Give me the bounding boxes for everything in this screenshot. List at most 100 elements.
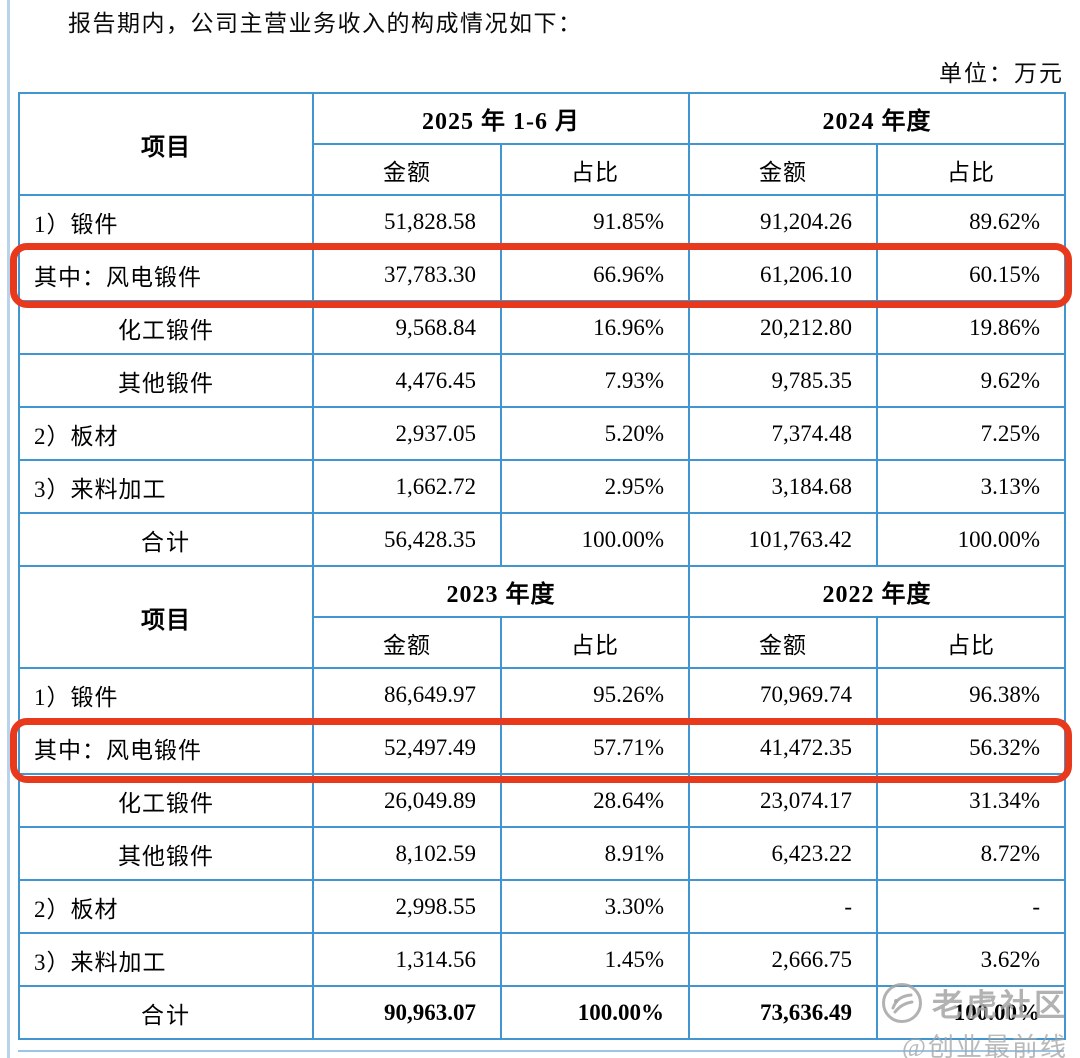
period-header-2024: 2024 年度 [688,92,1066,145]
amount-cell: 6,423.22 [688,826,878,881]
amount-cell: 9,785.35 [688,353,878,408]
share-cell: 16.96% [500,300,690,355]
revenue-composition-table: 项目 2025 年 1-6 月 2024 年度 金额 占比 金额 占比 1）锻件… [18,92,1066,1040]
share-header: 占比 [876,616,1066,669]
share-cell: 7.25% [876,406,1066,461]
table-row-chemical-forgings-1: 化工锻件 9,568.84 16.96% 20,212.80 19.86% [18,300,1066,355]
amount-cell: 70,969.74 [688,667,878,722]
row-label: 2）板材 [18,406,314,461]
row-label: 其中：风电锻件 [18,247,314,302]
share-cell: 2.95% [500,459,690,514]
share-header: 占比 [876,143,1066,196]
share-cell: 57.71% [500,720,690,775]
row-label: 化工锻件 [18,300,314,355]
table-row-forgings-2: 1）锻件 86,649.97 95.26% 70,969.74 96.38% [18,667,1066,722]
share-cell: 3.62% [876,932,1066,987]
amount-cell: 51,828.58 [312,194,502,249]
share-cell: 91.85% [500,194,690,249]
share-cell: 3.13% [876,459,1066,514]
period-header-2023: 2023 年度 [312,565,690,618]
row-label: 其他锻件 [18,826,314,881]
amount-cell: 2,998.55 [312,879,502,934]
header-row-periods-1: 项目 2025 年 1-6 月 2024 年度 [18,92,1066,196]
amount-cell: 2,666.75 [688,932,878,987]
period-header-2022: 2022 年度 [688,565,1066,618]
amount-cell: 8,102.59 [312,826,502,881]
amount-cell: 23,074.17 [688,773,878,828]
table-row-other-forgings-1: 其他锻件 4,476.45 7.93% 9,785.35 9.62% [18,353,1066,408]
share-cell: 19.86% [876,300,1066,355]
period-header-2025h1: 2025 年 1-6 月 [312,92,690,145]
share-cell: 3.30% [500,879,690,934]
row-label: 2）板材 [18,879,314,934]
row-label: 化工锻件 [18,773,314,828]
amount-cell: 7,374.48 [688,406,878,461]
table-row-wind-forgings-1: 其中：风电锻件 37,783.30 66.96% 61,206.10 60.15… [18,247,1066,302]
amount-header: 金额 [312,143,502,196]
table-bottom-rule [18,1050,1064,1052]
amount-cell: 56,428.35 [312,512,502,567]
share-cell: 100.00% [876,985,1066,1040]
amount-cell: 90,963.07 [312,985,502,1040]
header-row-subcols-1: 金额 占比 金额 占比 [19,143,1066,196]
amount-cell: 4,476.45 [312,353,502,408]
share-cell: 8.72% [876,826,1066,881]
amount-cell: 2,937.05 [312,406,502,461]
amount-cell: 91,204.26 [688,194,878,249]
watermark-handle: @创业最前线 [902,1033,1068,1058]
item-column-header: 项目 [18,565,314,669]
amount-cell: 61,206.10 [688,247,878,302]
share-cell: - [876,879,1066,934]
table-row-forgings-1: 1）锻件 51,828.58 91.85% 91,204.26 89.62% [18,194,1066,249]
amount-cell: 1,314.56 [312,932,502,987]
watermark: 老虎社区 @创业最前线 [881,980,1068,1058]
amount-cell: 101,763.42 [688,512,878,567]
share-cell: 28.64% [500,773,690,828]
row-label: 3）来料加工 [18,932,314,987]
share-header: 占比 [500,616,690,669]
share-cell: 96.38% [876,667,1066,722]
table-row-wind-forgings-2: 其中：风电锻件 52,497.49 57.71% 41,472.35 56.32… [18,720,1066,775]
row-label: 其中：风电锻件 [18,720,314,775]
amount-cell: 3,184.68 [688,459,878,514]
share-cell: 95.26% [500,667,690,722]
table-row-processing-2: 3）来料加工 1,314.56 1.45% 2,666.75 3.62% [18,932,1066,987]
table-row-plates-2: 2）板材 2,998.55 3.30% - - [18,879,1066,934]
share-cell: 100.00% [500,985,690,1040]
share-cell: 9.62% [876,353,1066,408]
unit-label: 单位：万元 [939,61,1064,86]
share-cell: 7.93% [500,353,690,408]
row-label: 3）来料加工 [18,459,314,514]
amount-cell: 1,662.72 [312,459,502,514]
row-label: 其他锻件 [18,353,314,408]
amount-cell: 9,568.84 [312,300,502,355]
share-cell: 100.00% [500,512,690,567]
watermark-brand: 老虎社区 [932,988,1068,1023]
row-label: 1）锻件 [18,667,314,722]
amount-cell: 20,212.80 [688,300,878,355]
row-label: 合计 [18,985,314,1040]
table-row-processing-1: 3）来料加工 1,662.72 2.95% 3,184.68 3.13% [18,459,1066,514]
amount-cell: 52,497.49 [312,720,502,775]
left-quote-line [7,0,10,1058]
amount-header: 金额 [688,616,878,669]
share-cell: 5.20% [500,406,690,461]
share-header: 占比 [500,143,690,196]
tiger-logo-icon [881,982,923,1024]
table-row-plates-1: 2）板材 2,937.05 5.20% 7,374.48 7.25% [18,406,1066,461]
amount-cell: 73,636.49 [688,985,878,1040]
row-label: 合计 [18,512,314,567]
table-row-total-1: 合计 56,428.35 100.00% 101,763.42 100.00% [18,512,1066,567]
share-cell: 100.00% [876,512,1066,567]
share-cell: 56.32% [876,720,1066,775]
table-row-chemical-forgings-2: 化工锻件 26,049.89 28.64% 23,074.17 31.34% [18,773,1066,828]
amount-cell: 37,783.30 [312,247,502,302]
amount-header: 金额 [688,143,878,196]
header-row-periods-2: 项目 2023 年度 2022 年度 [18,565,1066,669]
item-column-header: 项目 [18,92,314,196]
row-label: 1）锻件 [18,194,314,249]
amount-cell: 41,472.35 [688,720,878,775]
share-cell: 66.96% [500,247,690,302]
share-cell: 31.34% [876,773,1066,828]
